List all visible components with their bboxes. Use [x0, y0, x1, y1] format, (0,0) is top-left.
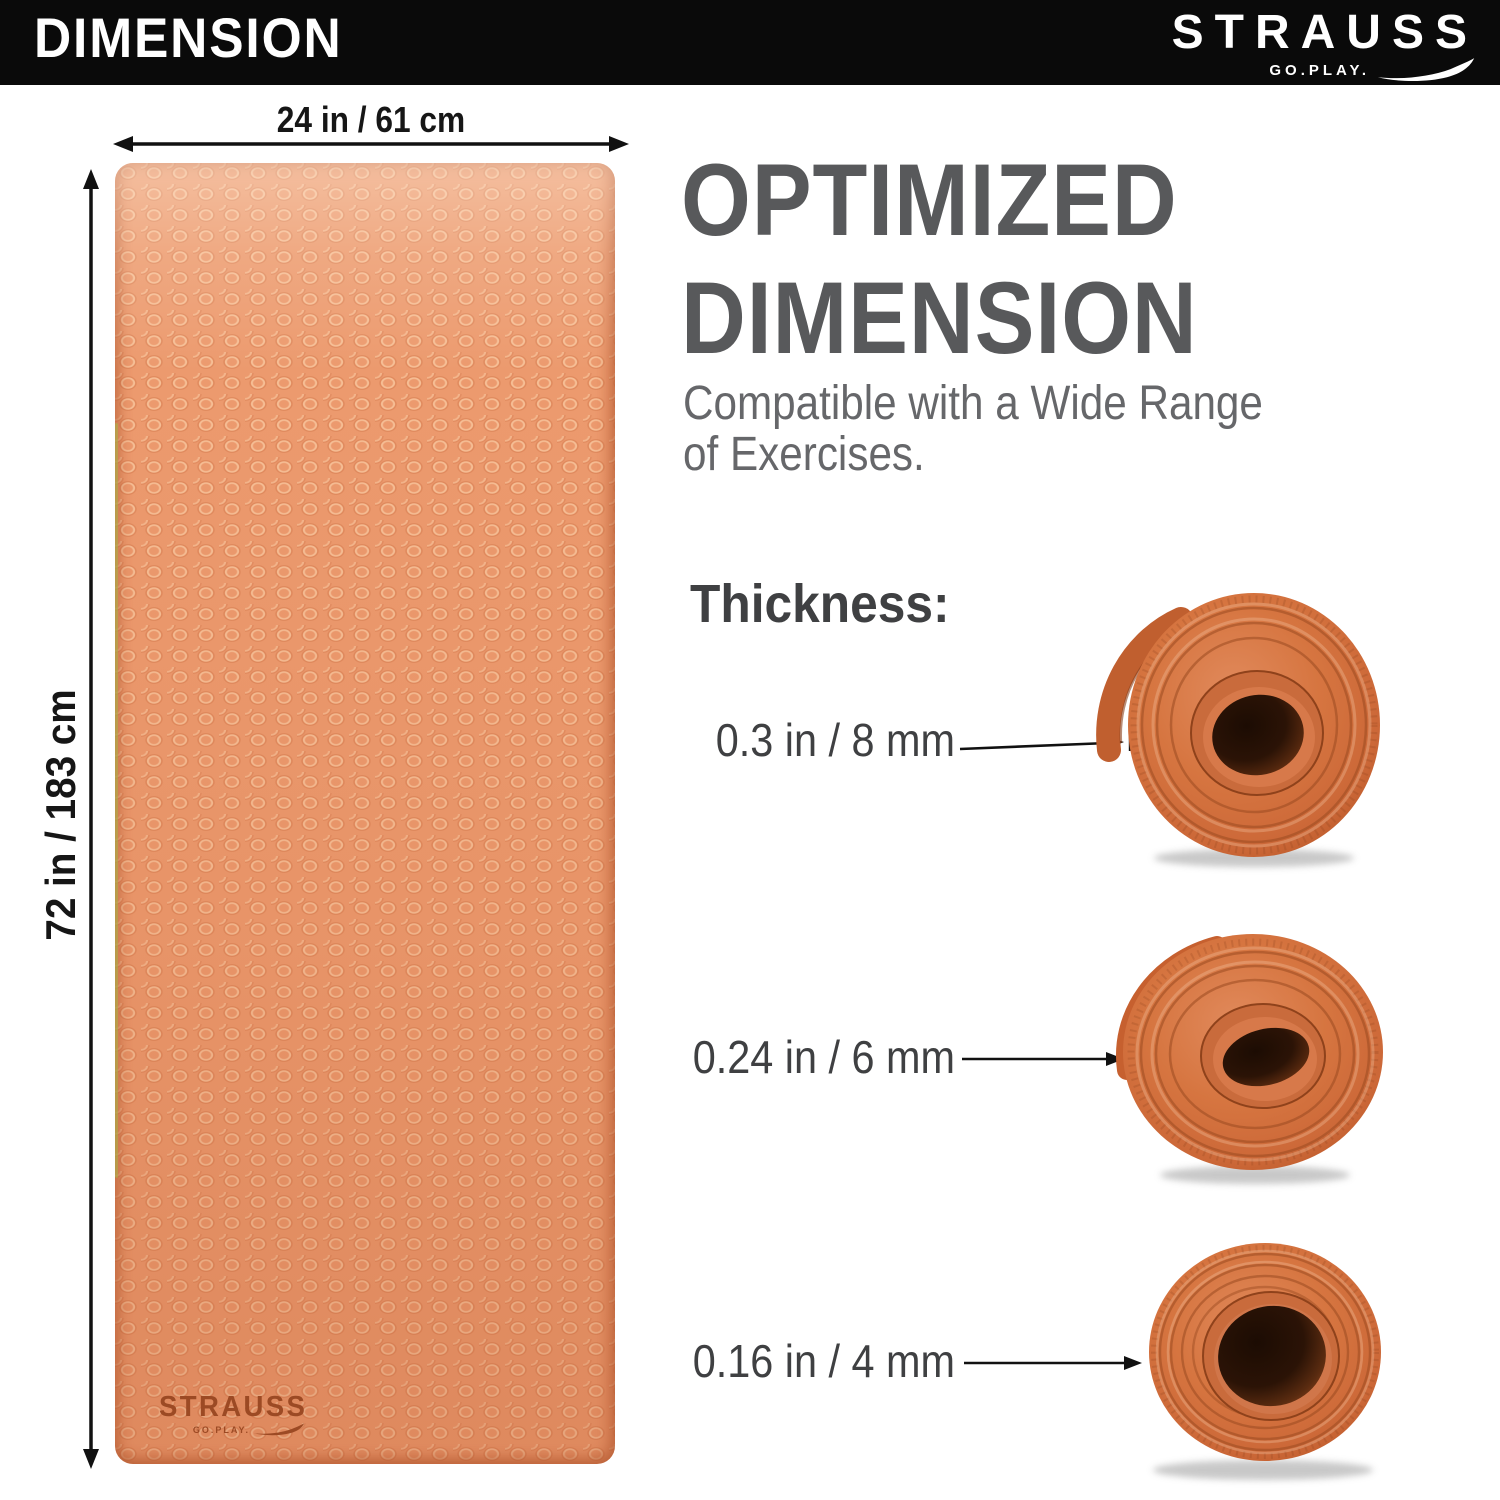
mat-watermark-logo: STRAUSS GO.PLAY. [159, 1393, 319, 1436]
yoga-mat-roll-6mm [1115, 934, 1383, 1184]
brand-logo: STRAUSS GO.PLAY. [1172, 9, 1478, 82]
yoga-mat-roll-4mm [1149, 1243, 1381, 1480]
subtitle-line2: of Exercises. [683, 428, 925, 481]
mat-watermark-brand: STRAUSS [159, 1391, 308, 1423]
brand-tagline-row: GO.PLAY. [1269, 58, 1478, 82]
yoga-mat: STRAUSS GO.PLAY. [115, 163, 615, 1464]
length-dimension-arrow [83, 169, 99, 1469]
subtitle-line1: Compatible with a Wide Range [683, 377, 1263, 430]
mat-sheen [115, 163, 615, 1464]
mat-watermark-tagline: GO.PLAY. [192, 1424, 250, 1435]
mat-watermark-swoosh-icon [253, 1423, 305, 1436]
brand-tagline: GO.PLAY. [1269, 61, 1370, 79]
mat-length-label: 72 in / 183 cm [37, 689, 84, 941]
thickness-label-4mm: 0.16 in / 4 mm [692, 1335, 955, 1387]
mat-watermark-tagline-row: GO.PLAY. [159, 1423, 319, 1436]
yoga-mat-roll-8mm [1096, 593, 1380, 867]
thickness-label-8mm: 0.3 in / 8 mm [715, 714, 955, 766]
heading-optimized: OPTIMIZED [681, 143, 1178, 257]
mat-width-label: 24 in / 61 cm [276, 99, 466, 140]
header-bar: DIMENSION STRAUSS GO.PLAY. [0, 0, 1500, 85]
thickness-heading: Thickness: [690, 574, 950, 634]
thickness-label-6mm: 0.24 in / 6 mm [692, 1031, 955, 1083]
mat-edge-accent [115, 423, 118, 1178]
page-title: DIMENSION [34, 6, 343, 69]
brand-name: STRAUSS [1171, 6, 1478, 59]
heading-dimension: DIMENSION [681, 261, 1198, 375]
width-dimension-arrow [113, 136, 629, 152]
brand-swoosh-icon [1377, 58, 1475, 82]
